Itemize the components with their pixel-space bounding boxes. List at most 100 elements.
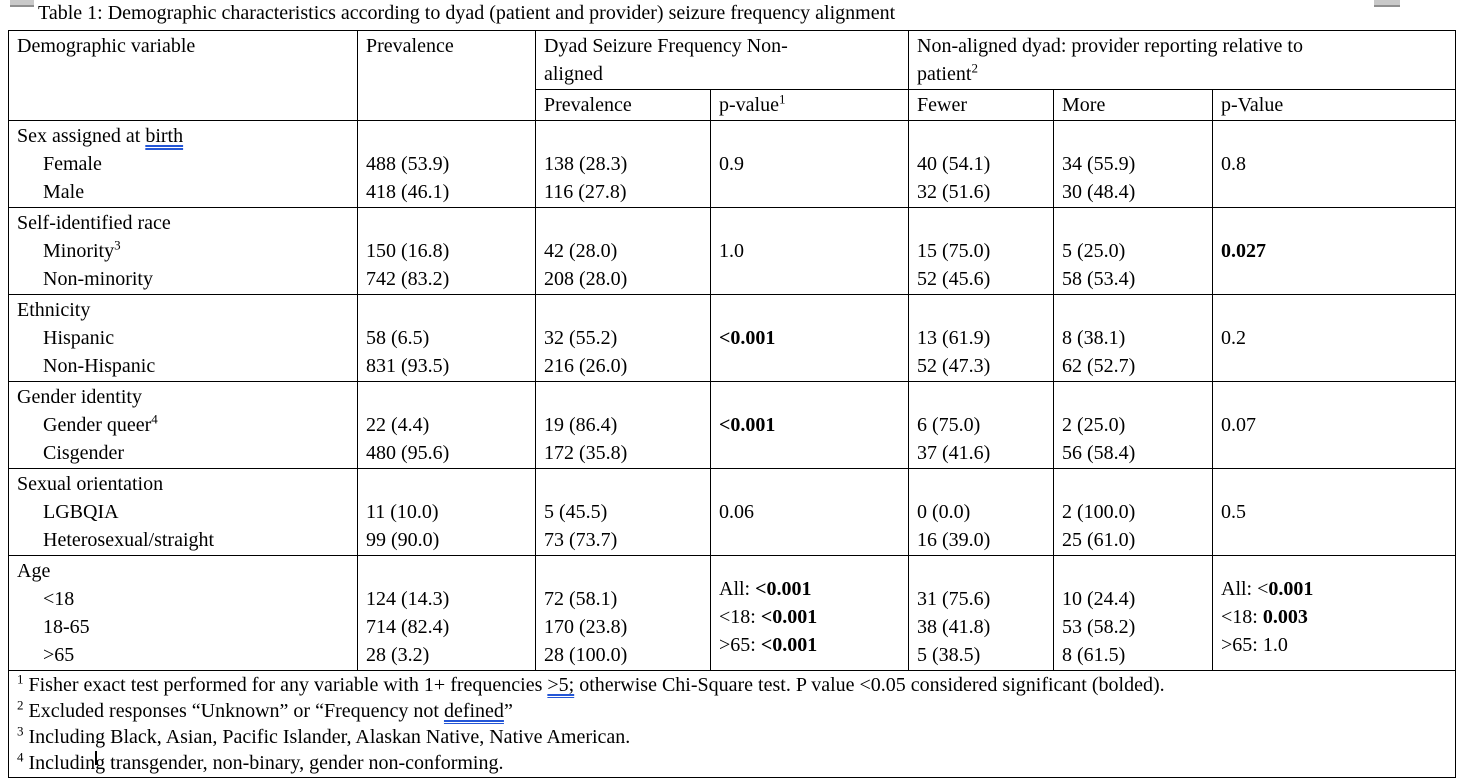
cell-value: 208 (28.0)	[544, 268, 628, 290]
header-row-groups: Demographic variable Prevalence Dyad Sei…	[8, 30, 1457, 121]
table-row-race: Self-identified race Minority3 Non-minor…	[8, 207, 1457, 295]
row-label: >65	[43, 644, 75, 666]
cell-value: 99 (90.0)	[366, 529, 440, 551]
spacer	[1221, 383, 1447, 411]
spacer	[544, 470, 702, 498]
p-value-significant: <0.001	[719, 414, 776, 436]
col-header-label: Prevalence	[366, 35, 454, 57]
cell-value: 8 (38.1)	[1062, 327, 1126, 349]
cell-value: 16 (39.0)	[917, 529, 991, 551]
cropped-ui-fragment-left	[10, 0, 34, 7]
cropped-ui-fragment-right	[1374, 0, 1400, 7]
col-group-label-line2: aligned	[544, 63, 603, 85]
footnote-marker: 3	[114, 237, 121, 253]
col-header-p-value1: p-value1	[710, 89, 909, 121]
cell-value: 6 (75.0)	[917, 414, 981, 436]
footnote-text: otherwise Chi-Square test. P value <0.05…	[574, 674, 1165, 696]
cell-value: 28 (100.0)	[544, 644, 628, 666]
footnote-marker: 4	[151, 411, 158, 427]
footnote-marker: 1	[778, 92, 786, 107]
spacer	[366, 122, 527, 150]
p-value2-cell: 0.2	[1211, 294, 1457, 382]
col-group-label-line1: Non-aligned dyad: provider reporting rel…	[917, 35, 1303, 57]
row-label: Minority3	[17, 237, 349, 265]
p-value: 0.9	[719, 153, 744, 175]
cell-value: 10 (24.4)	[1062, 588, 1136, 610]
footnote-marker: 3	[17, 724, 24, 739]
prevalence-cell: 22 (4.4) 480 (95.6)	[357, 381, 536, 469]
spacer	[719, 470, 900, 498]
p-value-prefix: <18:	[719, 606, 761, 628]
col-header-fewer: Fewer	[908, 89, 1054, 121]
footnote-text: Including transgender, non-binary, gende…	[28, 752, 504, 774]
variable-cell: Ethnicity Hispanic Non-Hispanic	[8, 294, 358, 382]
group-label: Age	[17, 560, 51, 582]
spacer	[544, 557, 702, 585]
p-value-line: >65: <0.001	[719, 631, 900, 659]
fewer-cell: 15 (75.0) 52 (45.6)	[908, 207, 1054, 295]
footnote-text: Excluded responses “Unknown” or “Frequen…	[28, 700, 444, 722]
p-value-significant: <0.001	[755, 578, 812, 600]
more-cell: 2 (100.0) 25 (61.0)	[1053, 468, 1213, 556]
row-label: Non-Hispanic	[43, 355, 156, 377]
p-value-significant: <0.001	[719, 327, 776, 349]
p-value1-cell: 0.9	[710, 120, 909, 208]
col-header-label: Fewer	[917, 94, 967, 116]
more-cell: 34 (55.9) 30 (48.4)	[1053, 120, 1213, 208]
p-value: 1.0	[719, 240, 744, 262]
cell-value: 22 (4.4)	[366, 414, 430, 436]
p-value: 0.5	[1221, 501, 1246, 523]
p-value: 0.07	[1221, 414, 1256, 436]
cell-value: 0 (0.0)	[917, 501, 971, 523]
spacer	[366, 557, 527, 585]
table-row-sex: Sex assigned at birth Female Male 488 (5…	[8, 120, 1457, 208]
fewer-cell: 40 (54.1) 32 (51.6)	[908, 120, 1054, 208]
p-value-prefix: >65:	[719, 634, 761, 656]
row-label: Gender queer4	[17, 411, 349, 439]
spacer	[366, 209, 527, 237]
cell-value: 714 (82.4)	[366, 616, 450, 638]
group-label-text: Sex assigned at	[17, 125, 146, 147]
spacer	[1221, 470, 1447, 498]
col-header-label: p-Value	[1221, 94, 1284, 116]
cell-value: 5 (45.5)	[544, 501, 608, 523]
spacer	[366, 296, 527, 324]
spacer	[719, 296, 900, 324]
table-row-sexual-orientation: Sexual orientation LGBQIA Heterosexual/s…	[8, 468, 1457, 556]
spacer	[719, 122, 900, 150]
row-label: Non-minority	[43, 268, 153, 290]
dyad-prevalence-cell: 19 (86.4) 172 (35.8)	[535, 381, 711, 469]
cell-value: 32 (55.2)	[544, 327, 618, 349]
group-label: Sex assigned at birth	[17, 122, 349, 150]
prevalence-cell: 124 (14.3) 714 (82.4) 28 (3.2)	[357, 555, 536, 671]
spacer	[917, 122, 1045, 150]
spacer	[1221, 122, 1447, 150]
cell-value: 37 (41.6)	[917, 442, 991, 464]
cell-value: 19 (86.4)	[544, 414, 618, 436]
cell-value: 116 (27.8)	[544, 181, 627, 203]
spacer	[1221, 296, 1447, 324]
footnote-4: 4 Including transgender, non-binary, gen…	[17, 750, 1447, 776]
spacer	[1221, 557, 1447, 575]
spacer	[1062, 209, 1204, 237]
row-label-text: Gender queer	[43, 414, 152, 436]
cell-value: 15 (75.0)	[917, 240, 991, 262]
more-cell: 10 (24.4) 53 (58.2) 8 (61.5)	[1053, 555, 1213, 671]
cell-value: 28 (3.2)	[366, 644, 430, 666]
cell-value: 418 (46.1)	[366, 181, 450, 203]
p-value-prefix: All:	[719, 578, 756, 600]
cell-value: 42 (28.0)	[544, 240, 618, 262]
cell-value: 831 (93.5)	[366, 355, 450, 377]
spacer	[1221, 209, 1447, 237]
p-value-prefix: <18:	[1221, 606, 1263, 628]
footnote-text: ”	[503, 700, 513, 722]
p-value-significant: <0.001	[760, 606, 818, 628]
footnote-text: Fisher exact test performed for any vari…	[28, 674, 548, 696]
cell-value: 62 (52.7)	[1062, 355, 1136, 377]
more-cell: 8 (38.1) 62 (52.7)	[1053, 294, 1213, 382]
cell-value: 8 (61.5)	[1062, 644, 1126, 666]
p-value-significant: 0.027	[1221, 240, 1266, 262]
spacer	[366, 383, 527, 411]
row-label: <18	[43, 588, 75, 610]
col-header-label: Demographic variable	[17, 35, 196, 57]
